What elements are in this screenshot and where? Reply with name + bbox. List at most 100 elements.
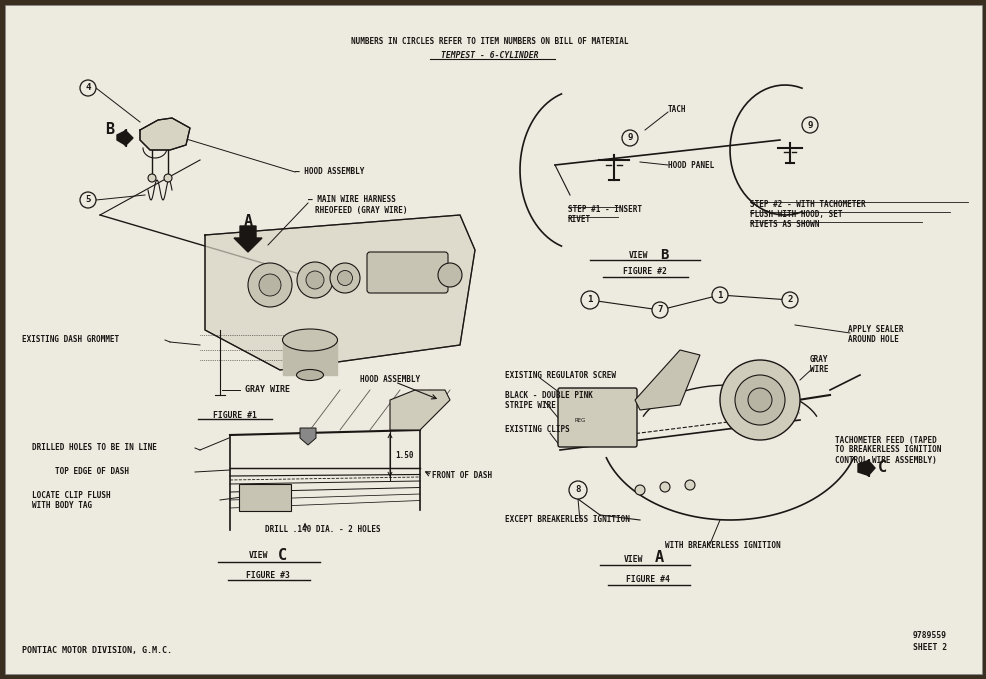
Text: GRAY WIRE: GRAY WIRE: [245, 386, 290, 394]
Text: RIVETS AS SHOWN: RIVETS AS SHOWN: [749, 220, 818, 229]
Circle shape: [337, 270, 352, 285]
Text: TACHOMETER FEED (TAPED: TACHOMETER FEED (TAPED: [834, 435, 936, 445]
Text: FRONT OF DASH: FRONT OF DASH: [432, 471, 492, 479]
Circle shape: [258, 274, 281, 296]
Text: 1.50: 1.50: [394, 450, 413, 460]
Circle shape: [80, 80, 96, 96]
Circle shape: [634, 485, 644, 495]
Text: WIRE: WIRE: [810, 365, 827, 375]
Text: B: B: [106, 122, 114, 138]
FancyBboxPatch shape: [5, 5, 981, 674]
Circle shape: [802, 117, 817, 133]
Text: WITH BREAKERLESS IGNITION: WITH BREAKERLESS IGNITION: [665, 540, 780, 549]
Text: WITH BODY TAG: WITH BODY TAG: [32, 500, 92, 509]
Circle shape: [80, 192, 96, 208]
Text: 00: 00: [403, 270, 412, 276]
Ellipse shape: [296, 369, 323, 380]
Circle shape: [247, 263, 292, 307]
Text: 1: 1: [717, 291, 722, 299]
Text: 8: 8: [575, 485, 580, 494]
Circle shape: [781, 292, 798, 308]
Text: TACH: TACH: [668, 105, 686, 115]
Text: A: A: [244, 215, 252, 230]
Text: FIGURE #2: FIGURE #2: [622, 268, 667, 276]
FancyBboxPatch shape: [239, 484, 291, 511]
Text: FLUSH WITH HOOD, SET: FLUSH WITH HOOD, SET: [749, 210, 842, 219]
Text: EXISTING DASH GROMMET: EXISTING DASH GROMMET: [22, 335, 119, 344]
Circle shape: [660, 482, 669, 492]
Text: STEP #1 - INSERT: STEP #1 - INSERT: [567, 205, 641, 214]
Polygon shape: [283, 340, 336, 375]
Circle shape: [438, 263, 461, 287]
Text: BLACK - DOUBLE PINK: BLACK - DOUBLE PINK: [505, 390, 593, 399]
Text: C: C: [877, 460, 885, 475]
Circle shape: [306, 271, 323, 289]
Polygon shape: [140, 118, 190, 150]
Text: FIGURE #3: FIGURE #3: [246, 570, 290, 579]
Polygon shape: [205, 215, 474, 370]
Circle shape: [329, 263, 360, 293]
Circle shape: [735, 375, 784, 425]
Text: PONTIAC MOTOR DIVISION, G.M.C.: PONTIAC MOTOR DIVISION, G.M.C.: [22, 646, 172, 655]
Text: 5: 5: [85, 196, 91, 204]
Text: CONTROL WIRE ASSEMBLY): CONTROL WIRE ASSEMBLY): [834, 456, 936, 464]
Text: B: B: [660, 248, 668, 262]
Text: RIVET: RIVET: [567, 215, 591, 224]
Text: STEP #2 - WITH TACHOMETER: STEP #2 - WITH TACHOMETER: [749, 200, 865, 209]
Text: DRILL .140 DIA. - 2 HOLES: DRILL .140 DIA. - 2 HOLES: [264, 526, 381, 534]
Text: DRILLED HOLES TO BE IN LINE: DRILLED HOLES TO BE IN LINE: [32, 443, 157, 452]
Text: AROUND HOLE: AROUND HOLE: [847, 335, 898, 344]
Text: VIEW: VIEW: [628, 251, 648, 259]
Text: 1: 1: [587, 295, 592, 304]
Polygon shape: [634, 350, 699, 410]
Polygon shape: [117, 130, 133, 146]
Text: FIGURE #1: FIGURE #1: [213, 411, 256, 420]
Text: APPLY SEALER: APPLY SEALER: [847, 325, 902, 335]
Circle shape: [621, 130, 637, 146]
Circle shape: [747, 388, 771, 412]
FancyBboxPatch shape: [557, 388, 636, 447]
Text: RHEOFEED (GRAY WIRE): RHEOFEED (GRAY WIRE): [315, 206, 407, 215]
Text: 9: 9: [807, 120, 811, 130]
FancyBboxPatch shape: [367, 252, 448, 293]
Text: 9789559: 9789559: [912, 631, 947, 640]
Text: GRAY: GRAY: [810, 356, 827, 365]
Text: 2: 2: [787, 295, 792, 304]
Text: 7: 7: [657, 306, 662, 314]
Text: SHEET 2: SHEET 2: [912, 644, 947, 653]
Text: NUMBERS IN CIRCLES REFER TO ITEM NUMBERS ON BILL OF MATERIAL: NUMBERS IN CIRCLES REFER TO ITEM NUMBERS…: [351, 37, 628, 46]
Text: VIEW: VIEW: [623, 555, 642, 564]
Circle shape: [684, 480, 694, 490]
Text: 9: 9: [627, 134, 632, 143]
Circle shape: [568, 481, 587, 499]
Polygon shape: [389, 390, 450, 430]
Text: — MAIN WIRE HARNESS: — MAIN WIRE HARNESS: [308, 196, 395, 204]
Circle shape: [164, 174, 172, 182]
Text: C: C: [278, 547, 287, 562]
Polygon shape: [857, 460, 875, 476]
Text: — HOOD ASSEMBLY: — HOOD ASSEMBLY: [295, 168, 364, 177]
Polygon shape: [234, 226, 261, 252]
Text: TOP EDGE OF DASH: TOP EDGE OF DASH: [55, 468, 129, 477]
Circle shape: [719, 360, 800, 440]
Text: TO BREAKERLESS IGNITION: TO BREAKERLESS IGNITION: [834, 445, 941, 454]
Polygon shape: [300, 428, 316, 445]
Text: STRIPE WIRE: STRIPE WIRE: [505, 401, 555, 409]
Circle shape: [581, 291, 599, 309]
Text: EXCEPT BREAKERLESS IGNITION: EXCEPT BREAKERLESS IGNITION: [505, 515, 629, 524]
Circle shape: [652, 302, 668, 318]
Text: REG: REG: [574, 418, 585, 422]
Text: HOOD ASSEMBLY: HOOD ASSEMBLY: [360, 375, 420, 384]
Text: HOOD PANEL: HOOD PANEL: [668, 160, 714, 170]
Text: TEMPEST - 6-CYLINDER: TEMPEST - 6-CYLINDER: [441, 50, 538, 60]
Circle shape: [711, 287, 728, 303]
Text: EXISTING CLIPS: EXISTING CLIPS: [505, 426, 569, 435]
Text: A: A: [655, 551, 664, 566]
Circle shape: [297, 262, 332, 298]
Text: VIEW: VIEW: [248, 551, 268, 559]
Circle shape: [148, 174, 156, 182]
Text: EXISTING REGULATOR SCREW: EXISTING REGULATOR SCREW: [505, 371, 615, 380]
Text: FIGURE #4: FIGURE #4: [625, 576, 669, 585]
Text: 4: 4: [85, 84, 91, 92]
Ellipse shape: [282, 329, 337, 351]
